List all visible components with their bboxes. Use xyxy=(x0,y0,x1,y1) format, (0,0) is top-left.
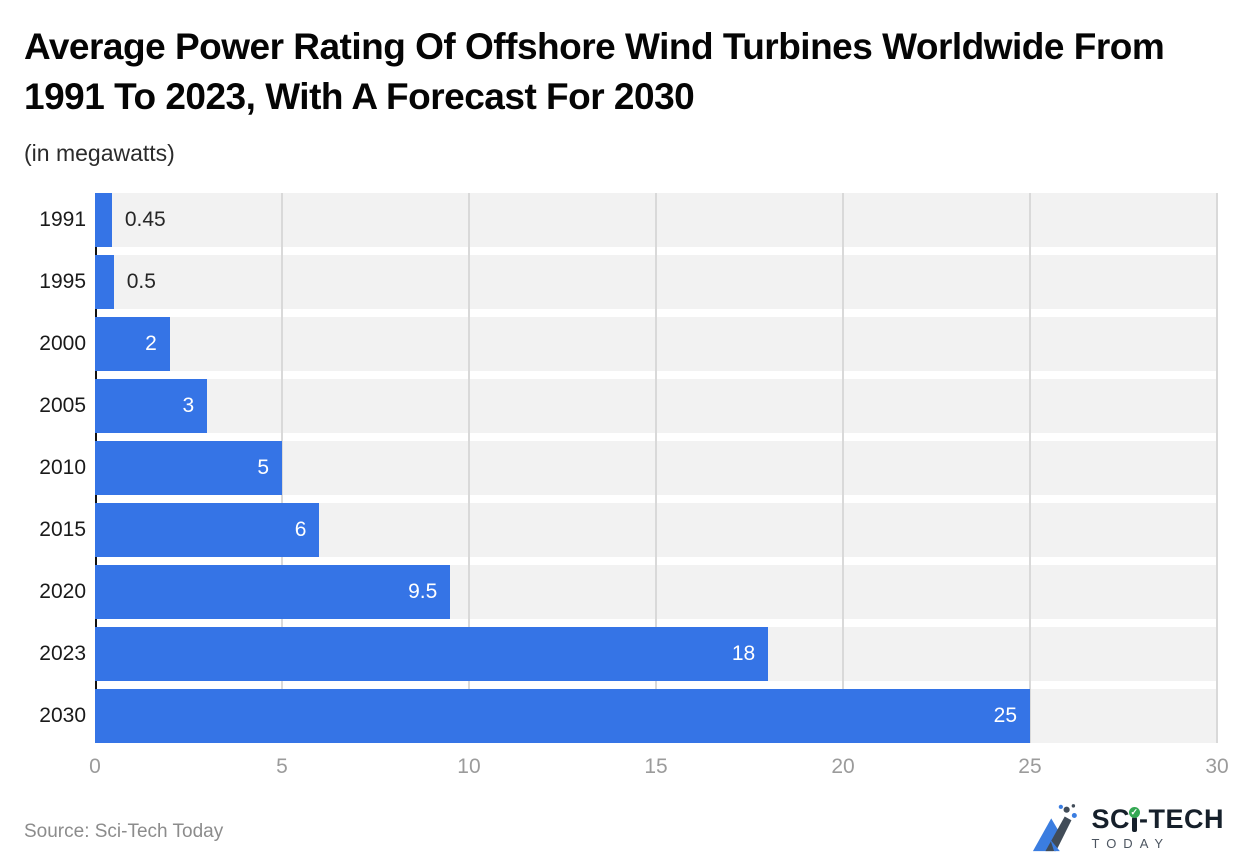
category-label: 1995 xyxy=(39,270,86,293)
bar-track: 0.45 xyxy=(95,193,1217,247)
logo-wordmark: SC ✓ -TECH xyxy=(1091,803,1224,834)
bar-value-label: 3 xyxy=(182,394,195,417)
bar xyxy=(95,503,320,557)
x-tick-label: 25 xyxy=(1018,755,1042,778)
chart-row: 2005 3 xyxy=(24,379,1217,433)
bar-track: 5 xyxy=(95,441,1217,495)
chart-row: 1991 0.45 xyxy=(24,193,1217,247)
chart-row: 2023 18 xyxy=(24,627,1217,681)
bar xyxy=(95,627,769,681)
bar-value-label: 18 xyxy=(731,642,756,665)
category-label: 2020 xyxy=(39,580,86,603)
chart-subtitle: (in megawatts) xyxy=(24,140,175,166)
chart-row: 2030 25 xyxy=(24,689,1217,743)
logo-prefix: SC xyxy=(1091,803,1130,834)
logo-subtext: TODAY xyxy=(1091,835,1171,851)
bar-value-label: 5 xyxy=(257,456,270,479)
bar-rows: 1991 0.45 1995 0.5 2000 2 2005 3 2010 5 2015 6 2020 9… xyxy=(24,193,1218,743)
source-text: Source: Sci-Tech Today xyxy=(24,821,224,842)
category-label: 2023 xyxy=(39,642,86,665)
bar xyxy=(95,441,282,495)
bar xyxy=(95,317,170,371)
x-axis-labels: 0 5 10 15 20 25 30 xyxy=(89,743,1229,783)
bar-track: 3 xyxy=(95,379,1217,433)
bar-chart: 1991 0.45 1995 0.5 2000 2 2005 3 2010 5 2015 6 2020 9… xyxy=(24,193,1229,783)
bar-track: 18 xyxy=(95,627,1217,681)
x-tick-label: 15 xyxy=(644,755,668,778)
bar xyxy=(95,193,112,247)
bar-value-label: 9.5 xyxy=(408,580,438,603)
bar xyxy=(95,379,208,433)
chart-row: 2000 2 xyxy=(24,317,1217,371)
x-tick-label: 5 xyxy=(276,755,288,778)
logo-i-stem xyxy=(1132,816,1137,832)
x-tick-label: 0 xyxy=(89,755,101,778)
category-label: 1991 xyxy=(39,208,86,231)
x-tick-label: 10 xyxy=(457,755,481,778)
bar-track: 2 xyxy=(95,317,1217,371)
x-tick-label: 20 xyxy=(831,755,855,778)
category-label: 2005 xyxy=(39,394,86,417)
scitech-logo-icon xyxy=(1033,804,1078,852)
logo-suffix: -TECH xyxy=(1139,803,1224,834)
logo-letter-i: ✓ xyxy=(1129,806,1140,833)
chart-row: 2010 5 xyxy=(24,441,1217,495)
scitech-today-logo: SC ✓ -TECH TODAY xyxy=(1031,801,1224,855)
logo-text: SC ✓ -TECH TODAY xyxy=(1091,803,1224,851)
category-label: 2010 xyxy=(39,456,86,479)
bar-track: 0.5 xyxy=(95,255,1217,309)
bar xyxy=(95,255,114,309)
category-label: 2030 xyxy=(39,704,86,727)
category-label: 2000 xyxy=(39,332,86,355)
chart-row: 1995 0.5 xyxy=(24,255,1217,309)
bar-track: 9.5 xyxy=(95,565,1217,619)
bar-track: 6 xyxy=(95,503,1217,557)
chart-row: 2015 6 xyxy=(24,503,1217,557)
bar xyxy=(95,689,1030,743)
page: Average Power Rating Of Offshore Wind Tu… xyxy=(24,26,1229,783)
x-tick-label: 30 xyxy=(1205,755,1229,778)
check-icon: ✓ xyxy=(1129,806,1140,818)
bar-value-label: 6 xyxy=(294,518,307,541)
bar-value-label: 25 xyxy=(993,704,1017,727)
bar-value-label: 0.5 xyxy=(126,270,156,293)
bar-value-label: 2 xyxy=(145,332,157,355)
bar-value-label: 0.45 xyxy=(124,208,166,231)
bar xyxy=(95,565,451,619)
bar-track: 25 xyxy=(95,689,1217,743)
chart-row: 2020 9.5 xyxy=(24,565,1217,619)
chart-title: Average Power Rating Of Offshore Wind Tu… xyxy=(24,26,1165,117)
category-label: 2015 xyxy=(39,518,86,541)
